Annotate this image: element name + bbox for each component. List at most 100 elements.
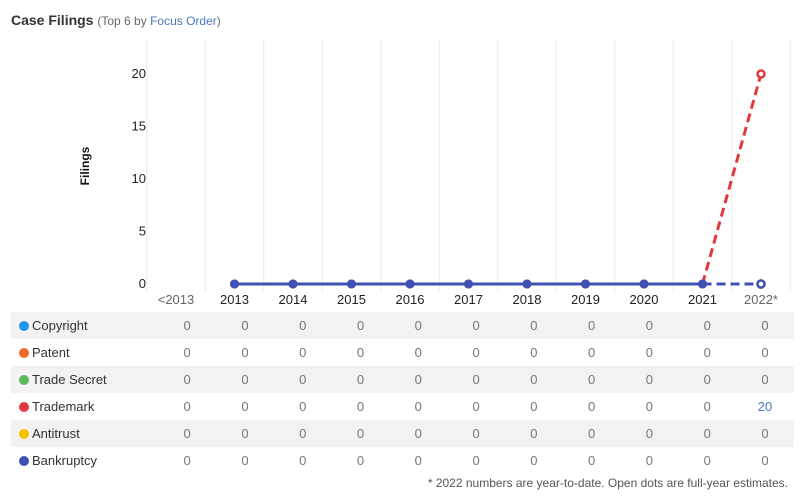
y-tick-label: 10 [132,171,146,186]
series-name-cell: Antitrust [11,420,159,447]
y-tick-label: 15 [132,119,146,134]
value-cell: 0 [447,312,505,339]
table-row: Patent 0 0 0 0 0 0 0 0 0 0 0 [11,339,794,366]
table-row: Antitrust 0 0 0 0 0 0 0 0 0 0 0 [11,420,794,447]
estimate-point [756,279,766,289]
value-cell: 0 [761,345,769,360]
x-tick-label: 2015 [337,292,366,307]
series-name-cell: Bankruptcy [11,447,158,474]
value-cell: 0 [216,420,274,447]
value-cell: 0 [736,420,794,447]
value-cell: 0 [331,366,390,393]
legend-dot-icon [19,321,29,331]
value-cell: 0 [299,345,307,360]
value-cell: 0 [703,345,711,360]
filings-table: Copyright 0 0 0 0 0 0 0 0 0 0 0 Patent 0 0 0 0 0 0 0 0 0 0 0 Tra… [11,312,794,474]
series-layer [230,69,766,289]
value-cell: 0 [472,453,480,468]
value-cell: 0 [158,366,217,393]
value-cell: 0 [530,399,538,414]
x-tick-label: 2014 [279,292,308,307]
value-cell: 0 [620,420,679,447]
value-cell: 0 [678,312,737,339]
chart-title: Case Filings [11,12,94,28]
value-cell: 0 [620,312,679,339]
value-cell: 0 [447,420,505,447]
x-tick-label: 2022* [744,292,778,307]
value-cell: 0 [504,420,563,447]
x-tick-label: 2013 [220,292,249,307]
value-cell: 0 [299,453,307,468]
grid-layer [146,40,791,292]
value-cell: 0 [389,366,448,393]
series-name: Antitrust [32,426,80,441]
focus-order-link[interactable]: Focus Order [150,14,217,28]
data-point [347,279,356,289]
data-point [581,279,590,289]
series-name: Bankruptcy [32,453,98,468]
value-cell: 0 [389,420,448,447]
value-cell: 0 [472,345,480,360]
value-cell: 0 [620,366,679,393]
value-cell: 0 [447,366,505,393]
value-cell: 0 [562,366,621,393]
value-cell: 0 [241,399,249,414]
series-name: Copyright [32,318,88,333]
value-cell: 0 [183,345,191,360]
value-cell: 0 [331,420,390,447]
data-point [639,279,649,289]
value-cell: 0 [588,399,596,414]
value-cell: 0 [504,366,563,393]
filings-line-chart: 0 5 10 15 20 <2013 2013 2014 2015 2016 2017 2018 201… [78,40,791,307]
value-cell: 0 [504,312,563,339]
value-cell: 0 [645,453,654,468]
value-cell: 0 [414,453,422,468]
value-cell: 0 [530,453,538,468]
value-cell: 0 [331,312,390,339]
value-cell: 0 [414,345,422,360]
subtitle-close: ) [216,14,221,28]
chart-subtitle: (Top 6 by Focus Order) [97,14,220,28]
value-cell: 0 [273,312,332,339]
y-tick-label: 0 [139,276,146,291]
data-point [464,279,473,289]
value-cell: 0 [703,453,711,468]
data-point [522,279,532,289]
legend-dot-icon [19,375,29,385]
value-cell: 0 [273,420,332,447]
series-name-cell: Patent [11,339,158,366]
legend-dot-icon [19,402,29,412]
x-tick-label: <2013 [158,292,195,307]
data-point [288,279,298,289]
estimate-point [756,69,766,79]
y-tick-label: 20 [132,66,146,81]
x-tick-label: 2016 [396,292,425,307]
value-cell: 0 [562,420,621,447]
value-cell: 0 [241,345,249,360]
x-tick-label: 2018 [513,292,542,307]
y-tick-label: 5 [139,224,146,239]
value-cell: 0 [588,453,596,468]
footnote: * 2022 numbers are year-to-date. Open do… [427,476,788,490]
value-cell: 0 [183,399,191,414]
x-tick-label: 2020 [630,292,659,307]
series-name-cell: Copyright [11,312,159,339]
value-cell: 0 [736,312,794,339]
table-row: Bankruptcy 0 0 0 0 0 0 0 0 0 0 0 [11,447,794,474]
value-cell: 0 [273,366,332,393]
value-cell: 0 [736,366,794,393]
value-cell: 0 [216,366,274,393]
value-cell[interactable]: 20 [757,399,773,414]
value-cell: 0 [703,399,711,414]
value-cell: 0 [761,453,769,468]
value-cell: 0 [414,399,422,414]
value-cell: 0 [645,345,654,360]
value-cell: 0 [645,399,654,414]
value-cell: 0 [678,366,737,393]
x-tick-label: 2019 [571,292,600,307]
value-cell: 0 [562,312,621,339]
chart-header: Case Filings (Top 6 by Focus Order) [11,12,221,28]
value-cell: 0 [389,312,448,339]
data-point [230,279,239,289]
value-cell: 0 [356,453,365,468]
